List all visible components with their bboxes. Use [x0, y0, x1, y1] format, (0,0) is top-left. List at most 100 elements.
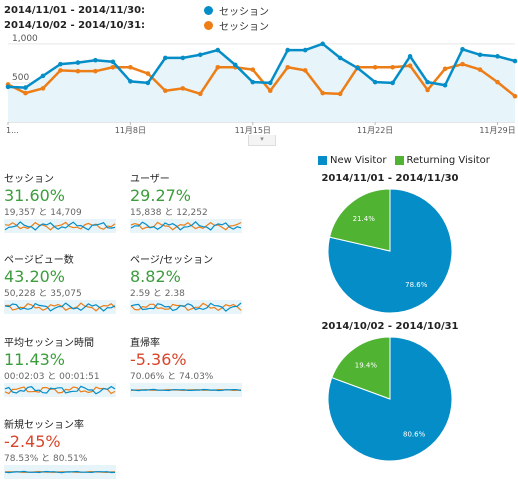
sparkline-bg	[130, 219, 242, 233]
legend-current-range: 2014/11/01 - 2014/11/30:	[4, 4, 146, 16]
previous-series-point[interactable]	[407, 63, 413, 69]
current-series-point[interactable]	[302, 47, 308, 53]
previous-series-point[interactable]	[460, 61, 465, 67]
pie-slice-returning-visitor[interactable]	[331, 336, 391, 400]
previous-series-point[interactable]	[110, 64, 116, 70]
previous-series-point[interactable]	[390, 64, 395, 70]
previous-series-point[interactable]	[58, 68, 63, 73]
metric-card[interactable]: ページビュー数 43.20% 50,228 と 35,075	[4, 251, 116, 314]
previous-series-point[interactable]	[512, 93, 518, 99]
previous-series-line	[7, 62, 516, 98]
previous-series-point[interactable]	[250, 67, 256, 72]
x-tick-label: 11月29日	[479, 126, 515, 135]
current-series-point[interactable]	[320, 41, 325, 47]
current-series-point[interactable]	[93, 57, 98, 63]
current-series-point[interactable]	[425, 79, 430, 85]
current-series-point[interactable]	[442, 82, 448, 88]
current-series-point[interactable]	[145, 80, 151, 86]
legend-previous-series: セッション	[219, 21, 269, 33]
current-series-point[interactable]	[267, 80, 273, 86]
previous-series-point[interactable]	[425, 87, 430, 93]
previous-series-point[interactable]	[163, 88, 168, 94]
previous-series-point[interactable]	[128, 64, 133, 70]
previous-series-point[interactable]	[75, 68, 81, 74]
metric-name: ページ/セッション	[130, 255, 214, 266]
legend-previous-dot	[204, 20, 213, 30]
collapse-chart-toggle[interactable]: ▾	[248, 135, 276, 146]
metric-card[interactable]: セッション 31.60% 19,357 と 14,709	[4, 170, 116, 233]
current-series-point[interactable]	[198, 52, 203, 58]
metric-sparkline	[130, 219, 242, 233]
previous-series-point[interactable]	[145, 71, 151, 76]
pie-legend-returning: Returning Visitor	[394, 155, 490, 166]
previous-series-point[interactable]	[442, 66, 448, 72]
previous-series-point[interactable]	[198, 91, 203, 97]
previous-series-point[interactable]	[40, 86, 46, 91]
current-series-point[interactable]	[495, 54, 500, 59]
current-series-point[interactable]	[110, 59, 116, 65]
metric-card[interactable]: 直帰率 -5.36% 70.06% と 74.03%	[130, 334, 242, 397]
metric-sparkline	[4, 383, 116, 397]
pie-legend: New Visitor Returning Visitor	[318, 155, 498, 166]
current-series-point[interactable]	[5, 84, 11, 90]
current-series-point[interactable]	[337, 55, 343, 61]
metric-change: 31.60%	[4, 186, 66, 205]
current-series-point[interactable]	[58, 61, 63, 67]
x-tick-label: 11月22日	[357, 126, 393, 135]
metric-name: ページビュー数	[4, 255, 74, 266]
pie-legend-new-label: New Visitor	[330, 155, 387, 166]
current-series-point[interactable]	[250, 79, 256, 85]
metric-card[interactable]: 平均セッション時間 11.43% 00:02:03 と 00:01:51	[4, 334, 116, 397]
legend-current: 2014/11/01 - 2014/11/30: セッション	[4, 3, 269, 18]
current-series-point[interactable]	[407, 54, 413, 59]
current-series-point[interactable]	[128, 79, 133, 84]
metric-values: 15,838 と 12,252	[130, 208, 208, 218]
previous-series-point[interactable]	[302, 68, 308, 73]
current-series-point[interactable]	[40, 73, 46, 79]
x-tick-label: 11月8日	[115, 126, 146, 135]
previous-series-point[interactable]	[337, 91, 343, 97]
pie-chart-current[interactable]: 78.6% 21.4%	[325, 186, 455, 316]
pie-legend-returning-label: Returning Visitor	[406, 155, 490, 166]
pie-1-title: 2014/11/01 - 2014/11/30	[321, 173, 459, 184]
metric-change: -5.36%	[130, 350, 187, 369]
metric-values: 78.53% と 80.51%	[4, 454, 88, 464]
current-series-point[interactable]	[163, 55, 168, 61]
previous-series-point[interactable]	[495, 79, 500, 85]
current-series-point[interactable]	[460, 46, 465, 52]
metric-card[interactable]: 新規セッション率 -2.45% 78.53% と 80.51%	[4, 416, 116, 479]
previous-series-point[interactable]	[372, 64, 378, 70]
previous-series-point[interactable]	[267, 88, 273, 94]
metric-values: 2.59 と 2.38	[130, 289, 185, 299]
current-series-point[interactable]	[232, 62, 238, 68]
pie-chart-previous[interactable]: 80.6% 19.4%	[325, 334, 455, 464]
current-series-point[interactable]	[355, 65, 360, 71]
y-tick-label: 500	[12, 73, 29, 83]
previous-series-point[interactable]	[320, 90, 325, 96]
previous-series-point[interactable]	[180, 86, 186, 91]
current-series-point[interactable]	[372, 79, 378, 85]
previous-series-point[interactable]	[285, 64, 291, 70]
metric-sparkline	[4, 300, 116, 314]
metric-card[interactable]: ユーザー 29.27% 15,838 と 12,252	[130, 170, 242, 233]
sparkline-current	[4, 470, 116, 474]
legend-previous: 2014/10/02 - 2014/10/31: セッション	[4, 18, 269, 33]
metric-change: 11.43%	[4, 350, 66, 369]
current-series-point[interactable]	[512, 58, 518, 64]
current-series-point[interactable]	[23, 85, 28, 90]
current-series-point[interactable]	[390, 80, 395, 86]
current-series-point[interactable]	[75, 60, 81, 65]
current-series-point[interactable]	[215, 47, 221, 53]
previous-series-point[interactable]	[477, 67, 483, 72]
previous-series-point[interactable]	[215, 64, 221, 70]
metric-card[interactable]: ページ/セッション 8.82% 2.59 と 2.38	[130, 251, 242, 314]
previous-series-point[interactable]	[93, 68, 98, 74]
pie-slice-returning-visitor[interactable]	[328, 188, 391, 252]
previous-series-point[interactable]	[23, 90, 28, 96]
sparkline-current	[130, 220, 242, 231]
x-tick-label: 1...	[6, 126, 19, 135]
current-series-point[interactable]	[285, 47, 291, 53]
current-series-point[interactable]	[477, 52, 483, 58]
current-series-point[interactable]	[180, 55, 186, 61]
sessions-line-chart[interactable]: 1,000 500 1... 11月8日 11月15日 11月22日 11月29日	[0, 34, 518, 136]
